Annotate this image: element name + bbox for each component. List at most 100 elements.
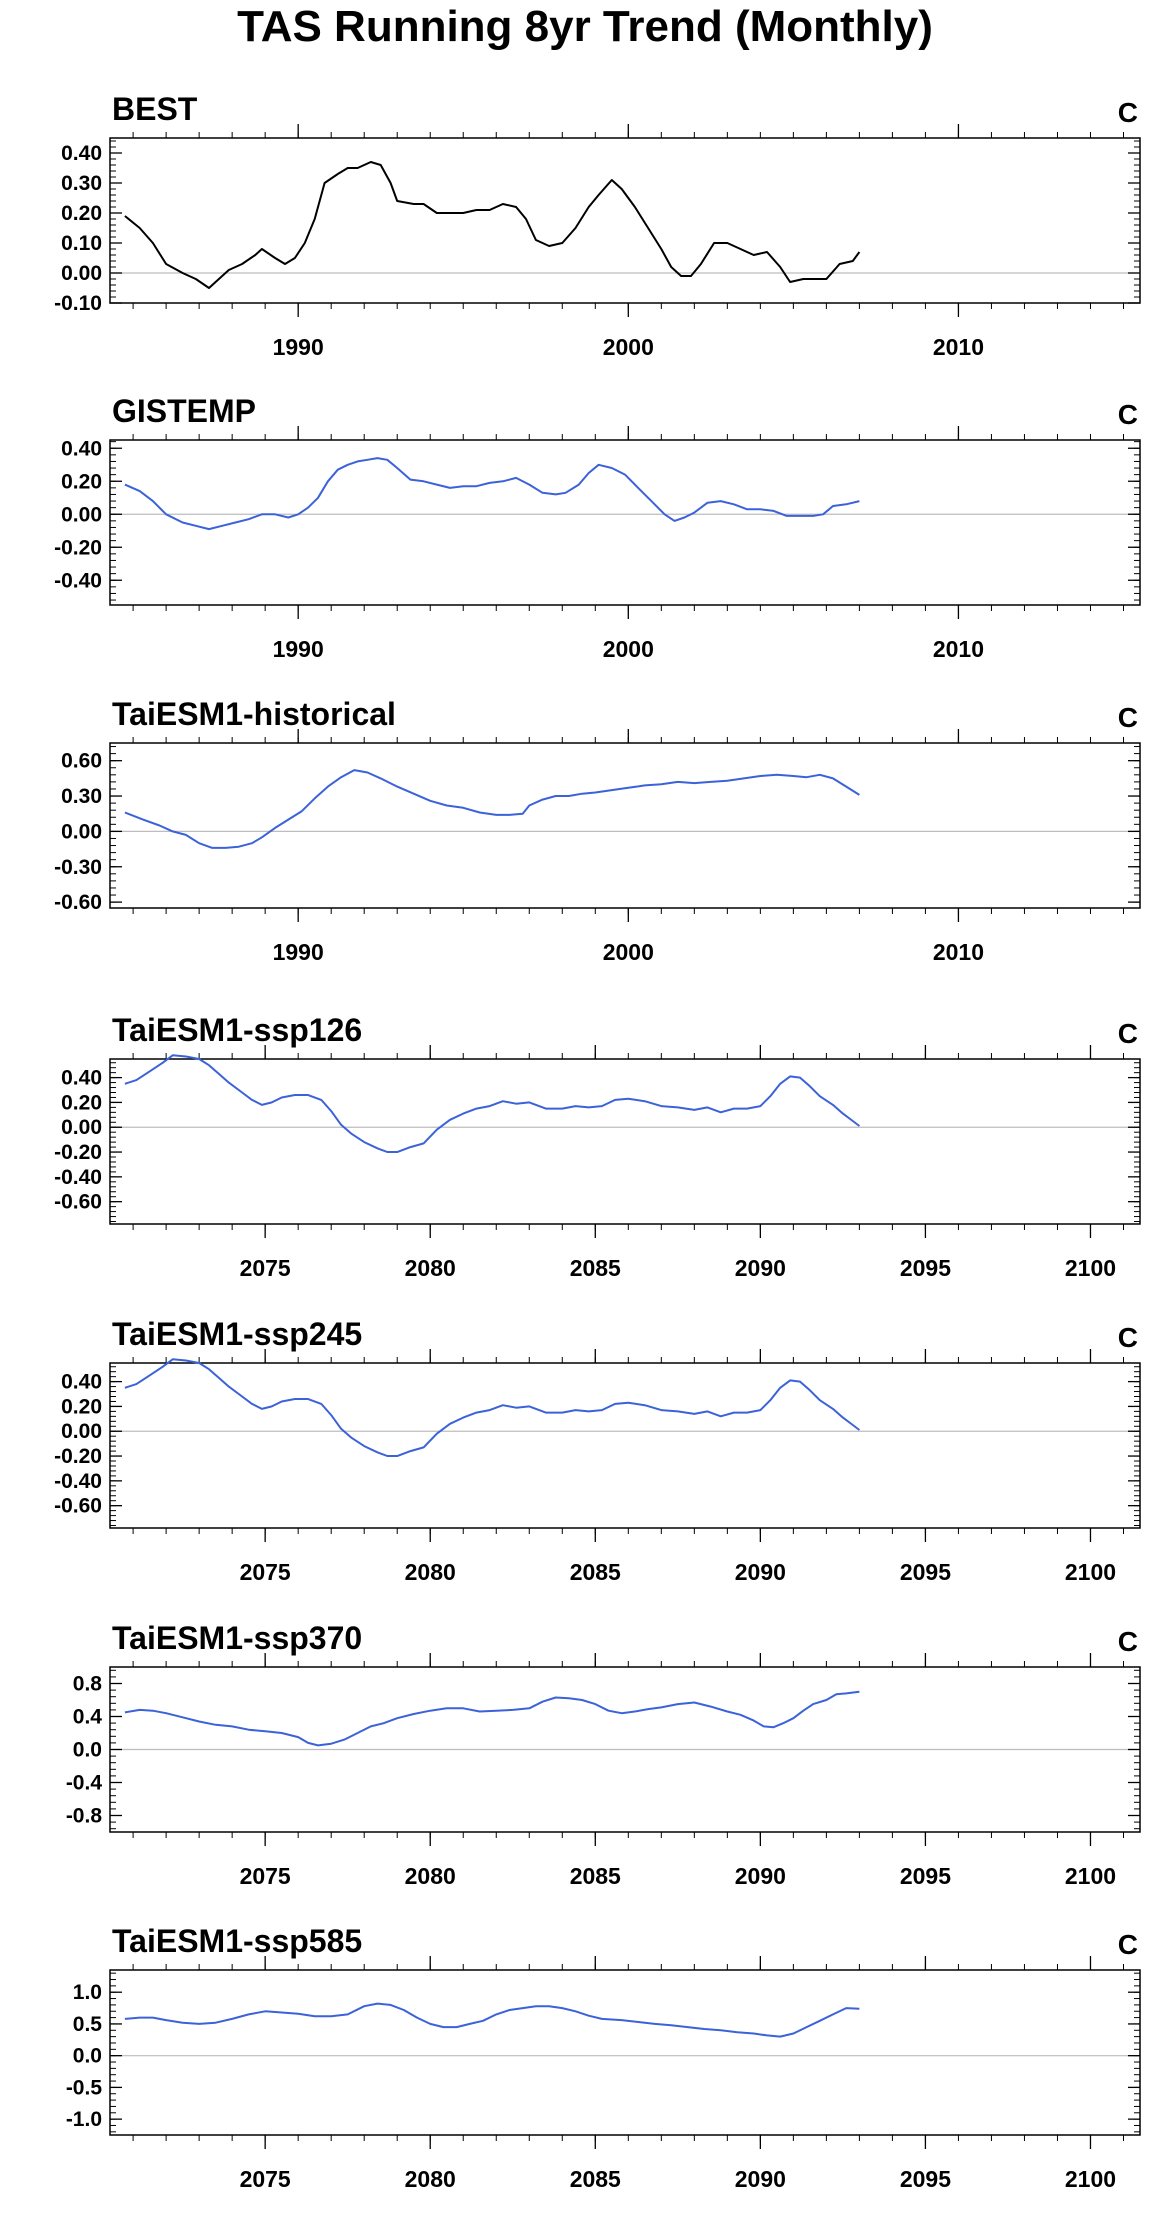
y-tick-label: -0.30: [54, 856, 102, 879]
units-label: C: [1118, 97, 1138, 128]
y-tick-label: 0.0: [73, 2045, 102, 2068]
units-label: C: [1118, 1626, 1138, 1657]
y-tick-label: -0.60: [54, 891, 102, 914]
x-tick-label: 2080: [405, 1559, 456, 1585]
plot-frame: [109, 137, 1141, 304]
x-tick-label: 1990: [273, 939, 324, 965]
x-tick-label: 2010: [933, 939, 984, 965]
x-tick-label: 2095: [900, 1559, 951, 1585]
x-tick-label: 2075: [240, 2166, 291, 2192]
y-tick-label: 0.00: [61, 1420, 102, 1443]
x-tick-label: 2095: [900, 1255, 951, 1281]
series-line: [124, 457, 860, 531]
x-tick-label: 2080: [405, 1863, 456, 1889]
y-tick-label: -0.5: [66, 2076, 103, 2099]
y-tick-label: 0.30: [61, 172, 102, 195]
chart-panel: TaiESM1-ssp585 C -1.0 -0.5 0.0 0.5 1.0 2075 2080…: [66, 1923, 1141, 2192]
y-tick-label: -1.0: [66, 2108, 102, 2131]
y-tick-label: -0.60: [54, 1495, 102, 1518]
y-tick-label: 0.20: [61, 1091, 102, 1114]
y-tick-label: -0.4: [66, 1772, 103, 1795]
chart-panel: TaiESM1-historical C -0.60 -0.30 0.00 0.30 0.6…: [54, 696, 1141, 965]
x-tick-label: 2000: [603, 636, 654, 662]
x-tick-label: 2000: [603, 939, 654, 965]
chart-panel: TaiESM1-ssp245 C -0.60-0.40-0.200.000.200.…: [54, 1316, 1141, 1585]
x-tick-label: 2090: [735, 1255, 786, 1281]
x-tick-label: 2100: [1065, 1863, 1116, 1889]
series-line: [124, 1358, 861, 1457]
y-tick-label: 1.0: [73, 1981, 102, 2004]
series-line: [124, 1054, 861, 1153]
x-tick-label: 2100: [1065, 1559, 1116, 1585]
x-tick-label: 1990: [273, 334, 324, 360]
x-tick-label: 2085: [570, 1255, 621, 1281]
panel-title: BEST: [112, 91, 198, 127]
y-tick-label: 0.20: [61, 470, 102, 493]
x-tick-label: 2000: [603, 334, 654, 360]
units-label: C: [1118, 1929, 1138, 1960]
y-tick-label: 0.30: [61, 785, 102, 808]
x-tick-label: 2085: [570, 2166, 621, 2192]
chart-panel: TaiESM1-ssp370 C -0.8 -0.4 0.0 0.4 0.8 2075 2080…: [66, 1620, 1141, 1889]
x-tick-label: 2075: [240, 1255, 291, 1281]
panel-title: TaiESM1-historical: [112, 696, 396, 732]
units-label: C: [1118, 1322, 1138, 1353]
plot-frame: [109, 1362, 1141, 1529]
y-tick-label: 0.8: [73, 1673, 103, 1696]
series-line: [124, 161, 861, 289]
y-tick-label: -0.20: [54, 1445, 102, 1468]
x-tick-label: 2095: [900, 1863, 951, 1889]
y-tick-label: -0.20: [54, 1141, 102, 1164]
x-tick-label: 2010: [933, 334, 984, 360]
x-tick-label: 2090: [735, 1863, 786, 1889]
series-line: [124, 769, 860, 849]
x-tick-label: 2075: [240, 1863, 291, 1889]
y-tick-label: 0.00: [61, 820, 102, 843]
y-tick-label: 0.10: [61, 232, 102, 255]
y-tick-label: 0.40: [61, 1371, 102, 1394]
y-tick-label: -0.40: [54, 1166, 102, 1189]
x-tick-label: 2095: [900, 2166, 951, 2192]
y-tick-label: -0.40: [54, 569, 102, 592]
y-tick-label: 0.20: [61, 1395, 102, 1418]
y-tick-label: -0.40: [54, 1470, 102, 1493]
plot-frame: [109, 742, 1141, 909]
y-tick-label: -0.10: [54, 292, 102, 315]
panel-title: TaiESM1-ssp245: [112, 1316, 362, 1352]
x-tick-label: 2090: [735, 1559, 786, 1585]
x-tick-label: 2080: [405, 2166, 456, 2192]
panel-title: TaiESM1-ssp585: [112, 1923, 362, 1959]
units-label: C: [1118, 1018, 1138, 1049]
panel-title: GISTEMP: [112, 393, 256, 429]
panel-title: TaiESM1-ssp126: [112, 1012, 362, 1048]
figure-title: TAS Running 8yr Trend (Monthly): [237, 2, 933, 51]
plot-frame: [109, 439, 1141, 606]
y-tick-label: 0.40: [61, 1067, 102, 1090]
y-tick-label: 0.0: [73, 1739, 102, 1762]
chart-panel: GISTEMP C -0.40 -0.20 0.00 0.20 0.40 1990 2000 20…: [54, 393, 1141, 662]
panel-title: TaiESM1-ssp370: [112, 1620, 362, 1656]
y-tick-label: -0.60: [54, 1191, 102, 1214]
x-tick-label: 2080: [405, 1255, 456, 1281]
x-tick-label: 2100: [1065, 1255, 1116, 1281]
y-tick-label: 0.00: [61, 503, 102, 526]
y-tick-label: 0.4: [73, 1706, 103, 1729]
x-tick-label: 2085: [570, 1863, 621, 1889]
series-line: [124, 2002, 860, 2038]
units-label: C: [1118, 702, 1138, 733]
x-tick-label: 2075: [240, 1559, 291, 1585]
x-tick-label: 2085: [570, 1559, 621, 1585]
units-label: C: [1118, 399, 1138, 430]
plot-frame: [109, 1969, 1141, 2136]
y-tick-label: 0.00: [61, 262, 102, 285]
chart-panel: BEST C -0.10 0.00 0.10 0.20 0.30 0.40 1990 2000 20…: [54, 91, 1141, 360]
series-line: [124, 1690, 860, 1747]
x-tick-label: 2100: [1065, 2166, 1116, 2192]
y-tick-label: 0.5: [73, 2013, 103, 2036]
x-tick-label: 2010: [933, 636, 984, 662]
y-tick-label: 0.20: [61, 202, 102, 225]
y-tick-label: 0.00: [61, 1116, 102, 1139]
y-tick-label: 0.40: [61, 142, 102, 165]
